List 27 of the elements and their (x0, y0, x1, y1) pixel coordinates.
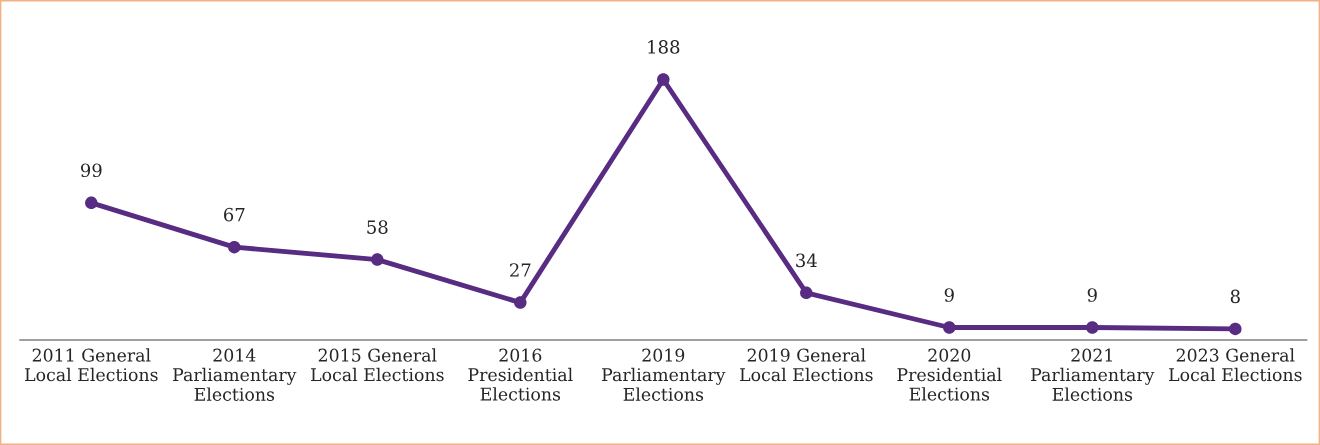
data-label: 8 (1230, 289, 1240, 304)
data-label: 58 (367, 220, 388, 234)
data-label: 188 (648, 40, 680, 54)
point (228, 240, 241, 254)
data-label: 27 (510, 263, 531, 277)
x-tick-label: 2019 Parliamentary Elections (602, 348, 726, 401)
x-tick-label: 2020 Presidential Elections (897, 348, 1002, 401)
point (943, 321, 956, 334)
x-tick-label: 2021 Parliamentary Elections (1031, 348, 1155, 401)
data-label: 9 (944, 288, 954, 302)
point (1229, 322, 1242, 336)
point (514, 296, 527, 309)
point (800, 286, 813, 300)
x-tick-label: 2015 General Local Elections (311, 348, 444, 382)
data-label: 34 (796, 253, 817, 268)
point (1086, 321, 1099, 334)
x-tick-label: 2011 General Local Elections (25, 348, 158, 382)
point (657, 73, 670, 86)
x-tick-label: 2023 General Local Elections (1169, 348, 1302, 382)
point (85, 196, 98, 210)
data-label: 67 (224, 207, 245, 222)
data-label: 99 (80, 163, 102, 178)
data-label: 9 (1087, 288, 1097, 302)
point (371, 253, 384, 266)
x-tick-label: 2019 General Local Elections (740, 348, 873, 382)
x-tick-label: 2014 Parliamentary Elections (173, 348, 297, 401)
x-tick-label: 2016 Presidential Elections (468, 348, 573, 401)
